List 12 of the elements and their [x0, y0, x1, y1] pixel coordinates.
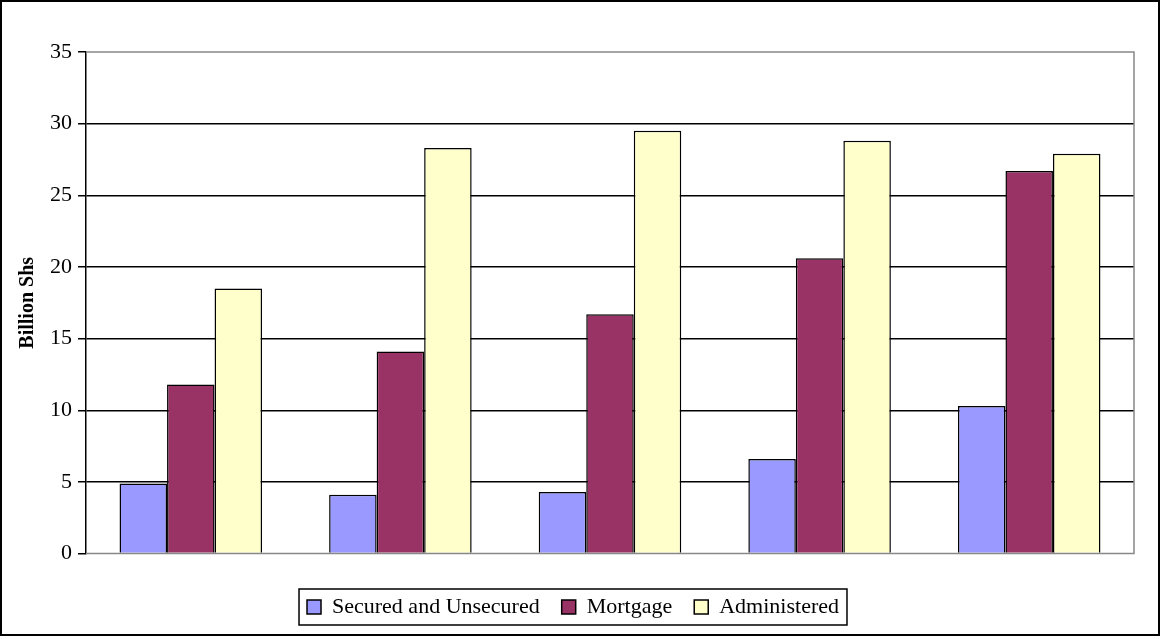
- y-tick-label: 30: [50, 109, 72, 135]
- y-tick-label: 5: [61, 467, 72, 493]
- y-tick-label: 10: [50, 396, 72, 422]
- y-tick-label: 0: [61, 539, 72, 565]
- y-tick-label: 20: [50, 252, 72, 278]
- legend-label: Mortgage: [586, 592, 673, 618]
- y-axis-title: Billion Shs: [15, 256, 38, 349]
- legend-label: Administered: [719, 592, 839, 618]
- y-tick-label: 15: [50, 324, 72, 350]
- y-tick-label: 35: [50, 37, 72, 63]
- legend-label: Secured and Unsecured: [332, 592, 540, 618]
- y-tick-label: 25: [50, 181, 72, 207]
